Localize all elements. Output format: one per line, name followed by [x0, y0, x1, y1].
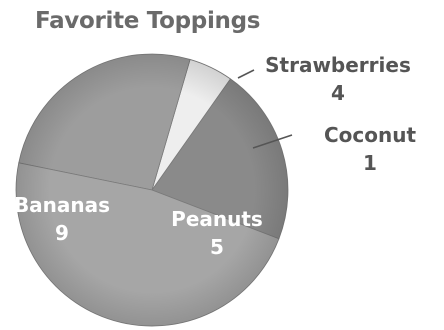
slice-label-bananas: Bananas — [14, 193, 110, 217]
pie-slices — [15, 53, 289, 327]
slice-label-peanuts: Peanuts — [171, 207, 263, 231]
slice-value-bananas: 9 — [55, 221, 69, 245]
slice-value-coconut: 1 — [363, 151, 377, 175]
slice-value-peanuts: 5 — [210, 235, 224, 259]
chart-title: Favorite Toppings — [35, 8, 261, 34]
leader-line-strawberries — [237, 69, 255, 79]
slice-value-strawberries: 4 — [331, 81, 345, 105]
leader-lines — [237, 69, 293, 149]
slice-labels: Strawberries 4 Coconut 1 Peanuts 5 Bananas 9 — [14, 53, 417, 259]
slice-label-strawberries: Strawberries — [265, 53, 411, 77]
slice-label-coconut: Coconut — [324, 123, 416, 147]
leader-line-coconut — [252, 134, 293, 149]
